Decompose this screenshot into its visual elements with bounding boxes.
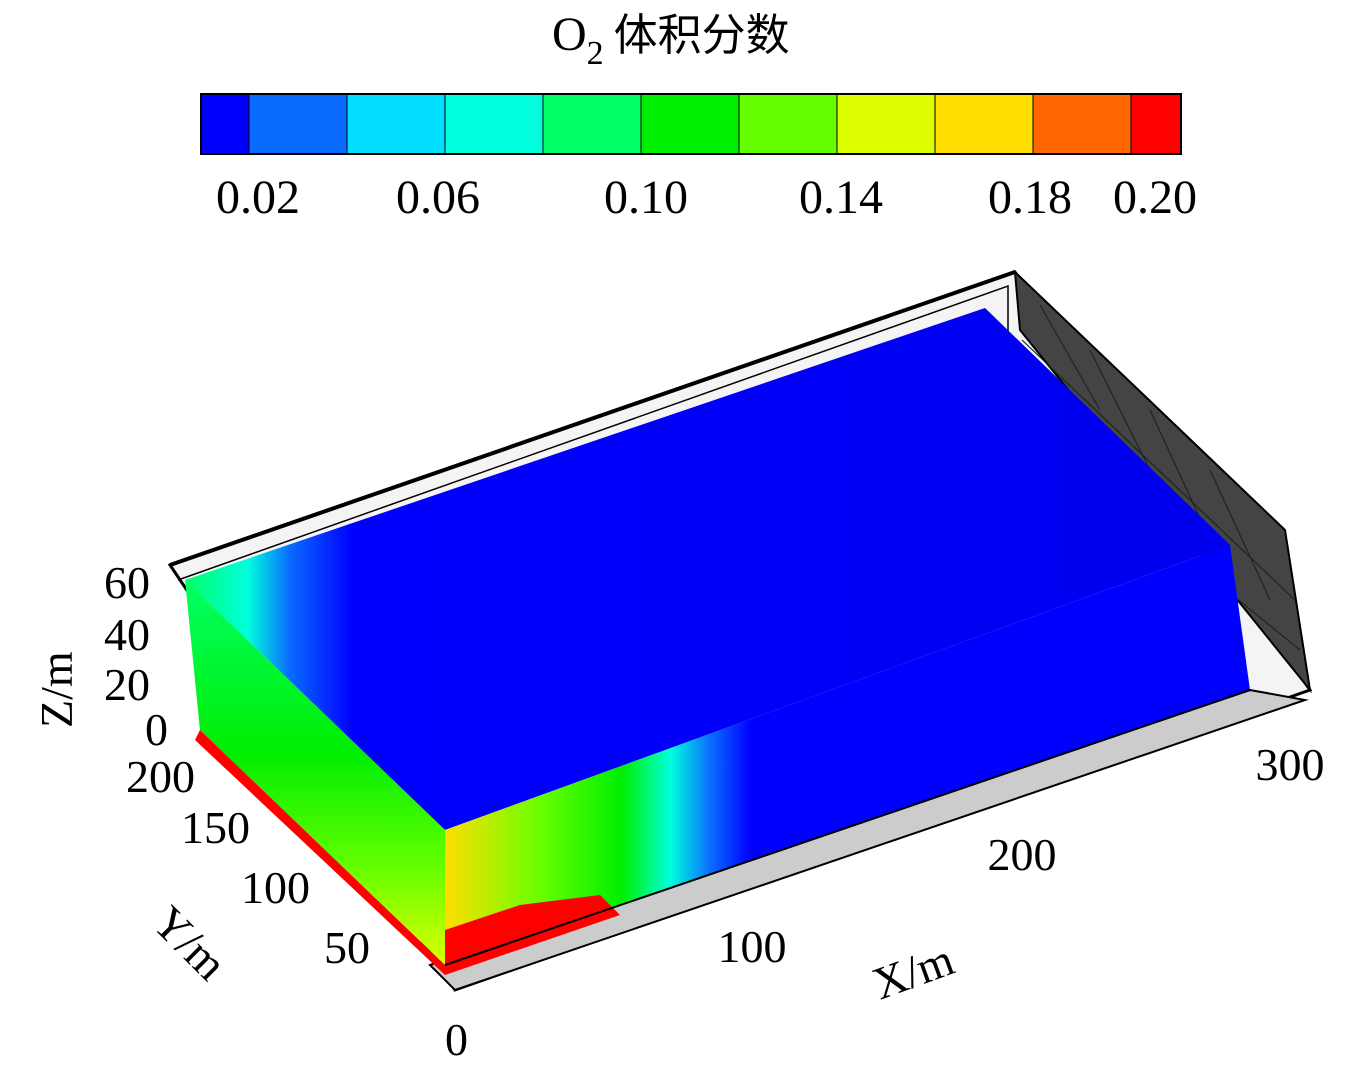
bounding-frame-inner [177,284,1009,581]
z-tick-label: 0 [145,704,168,755]
domain-block [167,269,1313,992]
x-tick-label: 100 [718,921,787,972]
origin-tick-label: 0 [445,1014,468,1065]
x-tick-label: 300 [1256,739,1325,790]
z-tick-label: 60 [104,557,150,608]
colorbar-band [444,93,544,155]
front-bottom-edge [444,689,1251,966]
block-front-face [445,545,1250,965]
legend-title: O2 体积分数 [552,8,790,72]
high-o2-strip [195,730,445,975]
colorbar-band [1130,93,1182,155]
z-axis-label: Z/m [31,651,82,728]
colorbar-band [248,93,348,155]
colorbar-bands [200,93,1182,155]
y-tick-label: 100 [241,862,310,913]
colorbar-band [836,93,936,155]
colorbar-band [640,93,740,155]
colorbar-tick-label: 0.06 [396,171,480,224]
colorbar-tick-label: 0.20 [1113,171,1197,224]
colorbar-frame [200,93,1182,155]
y-tick-label: 50 [324,922,370,973]
z-tick-label: 40 [104,609,150,660]
colorbar-band [738,93,838,155]
colorbar-tick-labels: 0.02 0.06 0.10 0.14 0.18 0.20 [216,171,1197,224]
y-tick-label: 150 [181,802,250,853]
block-top-face [185,308,1230,830]
colorbar-band [346,93,446,155]
x-tick-label: 200 [988,829,1057,880]
colorbar-band [934,93,1034,155]
colorbar-tick-label: 0.02 [216,171,300,224]
colorbar-band [200,93,250,155]
block-left-face [185,580,445,965]
z-tick-label: 20 [104,659,150,710]
y-axis-label: Y/m [143,896,237,990]
colorbar-legend: O2 体积分数 0.02 0.06 0.10 0.14 0.18 0.20 [200,8,1197,224]
x-axis-label: X/m [866,933,960,1009]
colorbar-tick-label: 0.10 [604,171,688,224]
bounding-frame-top [169,270,1016,567]
colorbar-tick-label: 0.18 [988,171,1072,224]
colorbar-band [542,93,642,155]
x-axis-ticks: 100 200 300 [718,739,1325,972]
y-tick-label: 200 [126,751,195,802]
colorbar-tick-label: 0.14 [799,171,883,224]
colorbar-band [1032,93,1132,155]
